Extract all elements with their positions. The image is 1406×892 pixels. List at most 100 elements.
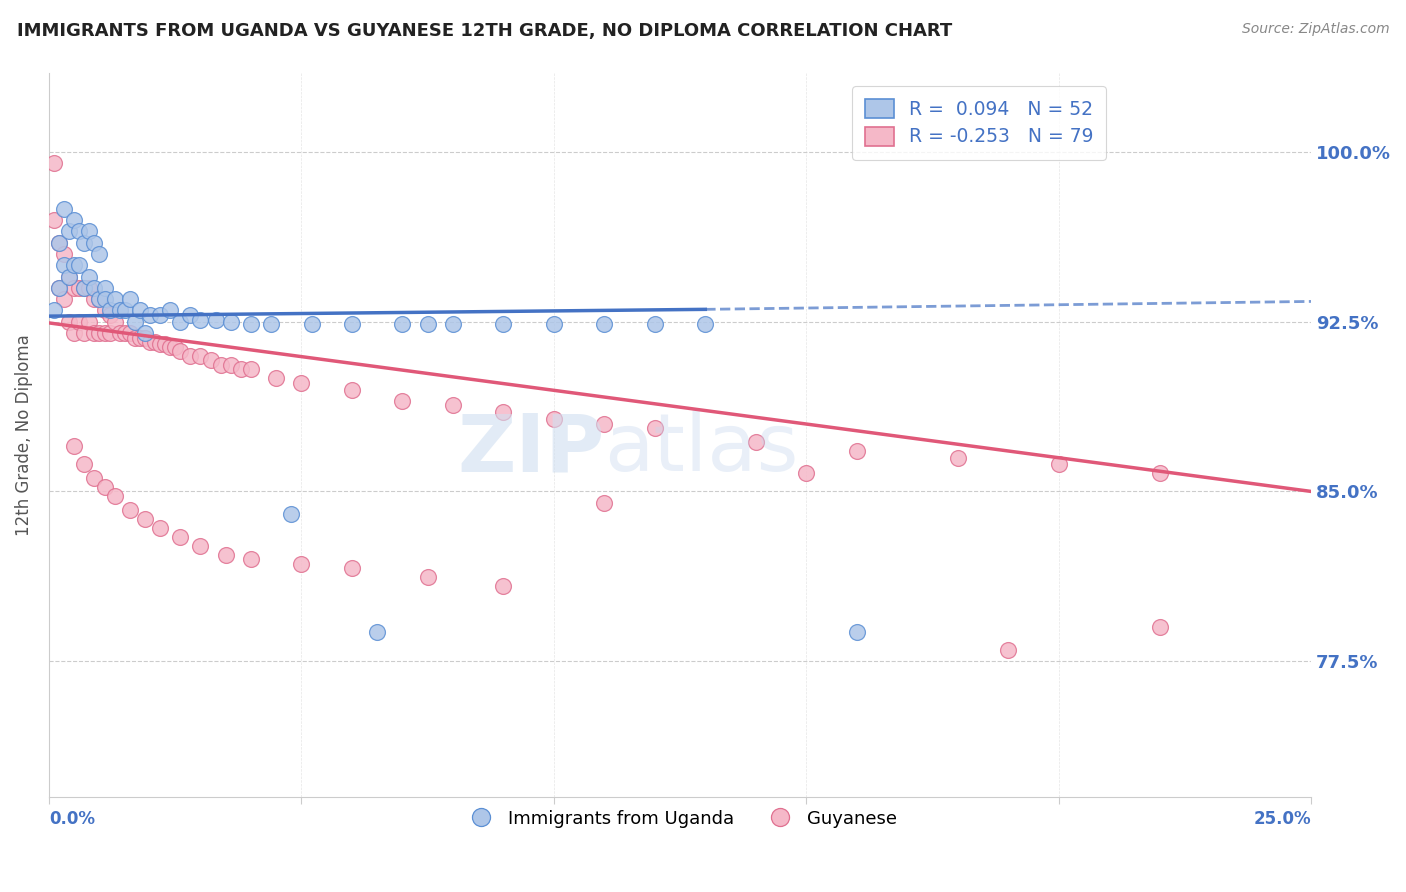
Point [93, 326, 115, 340]
Text: atlas: atlas [605, 410, 799, 488]
Text: IMMIGRANTS FROM UGANDA VS GUYANESE 12TH GRADE, NO DIPLOMA CORRELATION CHART: IMMIGRANTS FROM UGANDA VS GUYANESE 12TH … [17, 22, 952, 40]
Legend: Immigrants from Uganda, Guyanese: Immigrants from Uganda, Guyanese [456, 803, 904, 835]
Point [73, 281, 96, 295]
Point [543, 412, 565, 426]
Point [104, 489, 127, 503]
Point [93, 281, 115, 295]
Point [79, 315, 101, 329]
Point [391, 317, 413, 331]
Point [149, 308, 172, 322]
Text: 25.0%: 25.0% [1254, 810, 1312, 829]
Point [139, 335, 162, 350]
Point [104, 292, 127, 306]
Point [190, 312, 212, 326]
Point [416, 317, 439, 331]
Point [366, 624, 388, 639]
Point [543, 317, 565, 331]
Point [53, 247, 76, 261]
Point [118, 502, 141, 516]
Point [48, 235, 70, 250]
Point [58, 315, 80, 329]
Point [190, 349, 212, 363]
Point [149, 337, 172, 351]
Point [946, 450, 969, 465]
Point [492, 405, 515, 419]
Point [340, 561, 363, 575]
Point [93, 480, 115, 494]
Point [290, 376, 312, 390]
Text: Source: ZipAtlas.com: Source: ZipAtlas.com [1241, 22, 1389, 37]
Point [83, 326, 105, 340]
Point [794, 467, 817, 481]
Point [108, 303, 131, 318]
Point [89, 292, 111, 306]
Point [63, 213, 86, 227]
Point [98, 303, 121, 318]
Point [159, 340, 181, 354]
Point [89, 326, 111, 340]
Point [73, 458, 96, 472]
Point [108, 326, 131, 340]
Y-axis label: 12th Grade, No Diploma: 12th Grade, No Diploma [15, 334, 32, 536]
Point [73, 281, 96, 295]
Point [1149, 620, 1171, 634]
Text: ZIP: ZIP [457, 410, 605, 488]
Point [845, 443, 868, 458]
Point [114, 303, 136, 318]
Point [169, 315, 191, 329]
Point [124, 315, 146, 329]
Point [58, 224, 80, 238]
Point [53, 258, 76, 272]
Text: 0.0%: 0.0% [49, 810, 96, 829]
Point [83, 292, 105, 306]
Point [83, 471, 105, 485]
Point [290, 557, 312, 571]
Point [391, 393, 413, 408]
Point [63, 281, 86, 295]
Point [179, 308, 201, 322]
Point [118, 292, 141, 306]
Point [179, 349, 201, 363]
Point [239, 317, 262, 331]
Point [134, 330, 156, 344]
Point [416, 570, 439, 584]
Point [340, 383, 363, 397]
Point [204, 312, 226, 326]
Point [134, 326, 156, 340]
Point [134, 511, 156, 525]
Point [644, 317, 666, 331]
Point [229, 362, 252, 376]
Point [42, 303, 65, 318]
Point [114, 326, 136, 340]
Point [118, 326, 141, 340]
Point [997, 642, 1019, 657]
Point [239, 362, 262, 376]
Point [128, 330, 150, 344]
Point [441, 399, 464, 413]
Point [280, 507, 302, 521]
Point [67, 315, 90, 329]
Point [264, 371, 287, 385]
Point [67, 258, 90, 272]
Point [124, 330, 146, 344]
Point [492, 317, 515, 331]
Point [159, 303, 181, 318]
Point [593, 317, 616, 331]
Point [301, 317, 323, 331]
Point [695, 317, 717, 331]
Point [79, 269, 101, 284]
Point [63, 439, 86, 453]
Point [83, 235, 105, 250]
Point [165, 340, 187, 354]
Point [83, 281, 105, 295]
Point [745, 434, 768, 449]
Point [139, 308, 162, 322]
Point [67, 281, 90, 295]
Point [128, 303, 150, 318]
Point [89, 247, 111, 261]
Point [209, 358, 232, 372]
Point [67, 224, 90, 238]
Point [593, 417, 616, 431]
Point [48, 235, 70, 250]
Point [149, 521, 172, 535]
